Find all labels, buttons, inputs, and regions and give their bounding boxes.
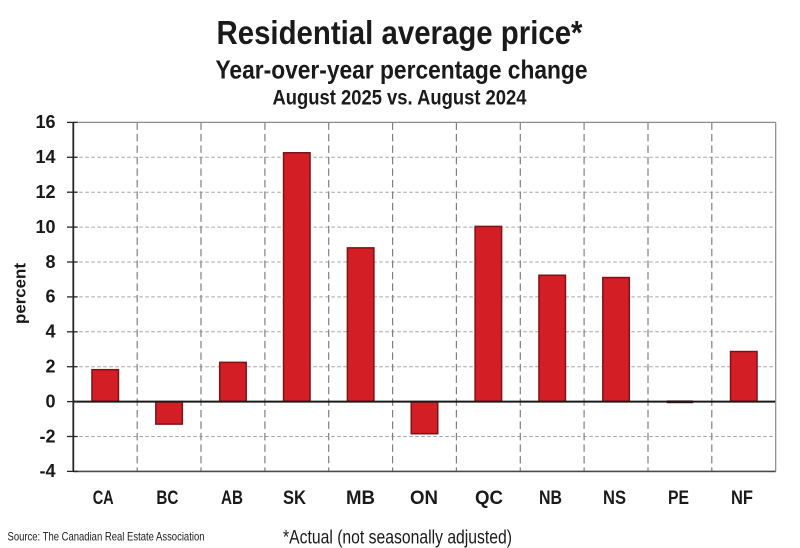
svg-text:8: 8	[45, 252, 55, 272]
svg-text:-2: -2	[39, 426, 55, 446]
svg-text:0: 0	[45, 391, 55, 411]
svg-text:ON: ON	[410, 488, 438, 509]
svg-text:August 2025 vs. August 2024: August 2025 vs. August 2024	[273, 87, 527, 110]
svg-text:NS: NS	[603, 488, 626, 509]
svg-text:-4: -4	[39, 461, 55, 481]
svg-text:SK: SK	[283, 488, 306, 509]
svg-text:NF: NF	[731, 488, 753, 509]
svg-text:6: 6	[45, 287, 55, 307]
svg-text:*Actual (not seasonally adjust: *Actual (not seasonally adjusted)	[283, 526, 512, 548]
svg-text:4: 4	[45, 322, 55, 342]
svg-text:BC: BC	[156, 488, 178, 509]
svg-text:Year-over-year percentage chan: Year-over-year percentage change	[216, 55, 588, 85]
svg-text:CA: CA	[93, 488, 114, 509]
svg-text:Source: The Canadian Real Esta: Source: The Canadian Real Estate Associa…	[8, 530, 205, 544]
svg-text:PE: PE	[668, 488, 689, 509]
svg-text:NB: NB	[539, 488, 562, 509]
svg-text:Residential average price*: Residential average price*	[217, 14, 583, 51]
svg-text:AB: AB	[221, 488, 243, 509]
svg-text:14: 14	[35, 147, 55, 167]
svg-text:percent: percent	[12, 262, 30, 324]
svg-text:QC: QC	[475, 488, 503, 509]
svg-text:16: 16	[35, 112, 55, 132]
svg-text:10: 10	[35, 217, 55, 237]
svg-text:2: 2	[45, 357, 55, 377]
svg-text:12: 12	[35, 182, 55, 202]
svg-text:MB: MB	[346, 488, 375, 509]
